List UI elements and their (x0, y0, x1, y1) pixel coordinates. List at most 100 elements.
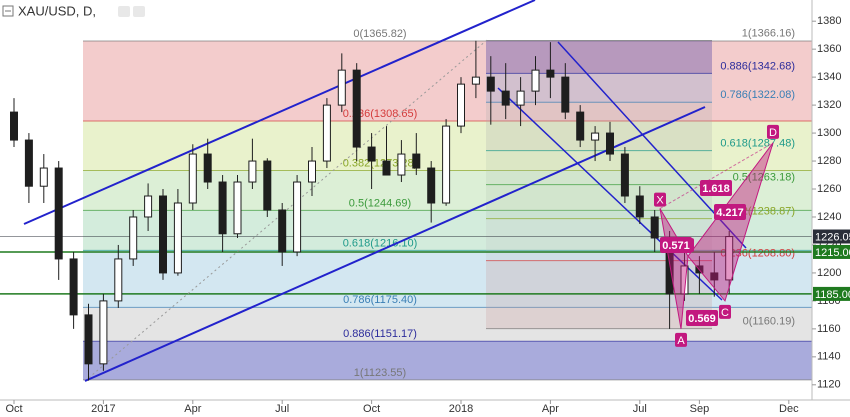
ratio-box (686, 310, 718, 326)
candle-body (576, 111, 585, 141)
ratio-label: 4.217 (716, 207, 744, 219)
y-tick-label: 1280 (817, 155, 841, 167)
y-tick-label: 1160 (817, 323, 841, 335)
x-tick-label: Dec (779, 403, 799, 415)
y-tick-label: 1260 (817, 183, 841, 195)
ratio-box (700, 180, 732, 196)
candle-body (39, 167, 48, 187)
candle-body (427, 167, 436, 204)
y-tick-label: 1300 (817, 127, 841, 139)
fib-band (486, 184, 712, 219)
visibility-icon[interactable] (118, 6, 130, 17)
candle-body (531, 69, 540, 92)
channel-upper (23, 0, 536, 225)
x-tick-label: Jul (275, 403, 289, 415)
candle-body (352, 69, 361, 148)
fib-label: 0.886(1151.17) (343, 328, 417, 340)
candle-body (442, 125, 451, 204)
candle-body (412, 153, 421, 169)
y-tick-label: 1340 (817, 71, 841, 83)
candle-body (188, 153, 197, 204)
fib-band (486, 102, 712, 151)
candle-body (84, 314, 93, 365)
candle-body (546, 69, 555, 78)
candle-body (114, 258, 123, 302)
candle-body (144, 195, 153, 218)
header: XAU/USD, D, (2, 3, 145, 18)
pattern-point-box (675, 332, 687, 347)
fib-label: 0.5(1244.69) (349, 197, 411, 209)
candle-body (382, 160, 391, 176)
x-tick-label: Oct (5, 403, 22, 415)
symbol-title: XAU/USD, D, (18, 3, 96, 18)
price-label-box (813, 286, 850, 301)
candle-body (203, 153, 212, 183)
pattern-point-label: C (721, 307, 729, 319)
candle-body (591, 132, 600, 141)
candle-body (635, 195, 644, 218)
pattern-point-box (767, 124, 779, 139)
y-tick-label: 1120 (817, 379, 841, 391)
y-tick-label: 1140 (817, 351, 841, 363)
pattern-xb (659, 142, 774, 210)
pattern-bcd (687, 142, 774, 302)
x-tick-label: Apr (184, 403, 201, 415)
y-tick-label: 1200 (817, 267, 841, 279)
candle-body (710, 272, 719, 281)
candle-body (129, 216, 138, 260)
candle-body (397, 153, 406, 176)
ratio-label: 0.569 (688, 313, 716, 325)
fib-label: 0.886(1342.68) (720, 60, 795, 72)
candle-body (457, 83, 465, 127)
pattern-point-box (654, 192, 666, 207)
fib-label: 0.236(1308.65) (343, 108, 418, 120)
collapse-icon[interactable] (2, 5, 14, 17)
settings-icon[interactable] (133, 6, 145, 17)
y-tick-label: 1380 (817, 15, 841, 27)
ratio-box (660, 237, 692, 253)
y-tick-label: 1360 (817, 43, 841, 55)
candle-body (263, 160, 272, 211)
candle-body (561, 76, 570, 113)
pattern-point-box (719, 304, 731, 319)
ratio-label: 0.571 (662, 240, 690, 252)
fib-layer: 0(1365.82) 0.236(1308.65) 0.382(1273.28) 0.… (0, 27, 812, 381)
price-label-box (813, 229, 850, 244)
candle-body (248, 160, 257, 183)
fib-label: 1(1123.55) (354, 367, 406, 379)
candle-body (99, 300, 108, 365)
fib-label: 1(1366.16) (742, 27, 795, 39)
candle-body (293, 181, 302, 253)
candle-body (54, 167, 63, 260)
candle-body (337, 69, 346, 106)
candle-body (322, 104, 331, 162)
candle-body (516, 90, 525, 106)
candle-body (501, 90, 510, 106)
fib-label: 0.618(1287.48) (720, 137, 795, 149)
y-tick-label: 1240 (817, 211, 841, 223)
pattern-point-label: X (656, 195, 664, 207)
candle-body (606, 132, 614, 155)
fib-label: 0.382(1273.28) (343, 157, 418, 169)
price-axis-bg (812, 0, 850, 400)
price-label: 1226.05 (815, 231, 850, 243)
candle-body (650, 216, 659, 239)
candle-body (233, 181, 242, 235)
fib-label: 0.786(1322.08) (720, 89, 795, 101)
pattern-point-label: A (677, 335, 685, 347)
candle-body (24, 139, 33, 187)
price-label: 1215.00 (815, 247, 850, 259)
x-tick-label: Apr (542, 403, 559, 415)
price-label-box (813, 244, 850, 259)
fib-label: 0.618(1216.10) (343, 237, 418, 249)
ratio-box (714, 204, 746, 220)
y-tick-label: 1320 (817, 99, 841, 111)
x-tick-label: Sep (690, 403, 710, 415)
candle-body (471, 76, 480, 85)
channel-lower (84, 106, 706, 382)
x-tick-label: Oct (363, 403, 380, 415)
fib-label: 0.786(1175.40) (343, 294, 417, 306)
